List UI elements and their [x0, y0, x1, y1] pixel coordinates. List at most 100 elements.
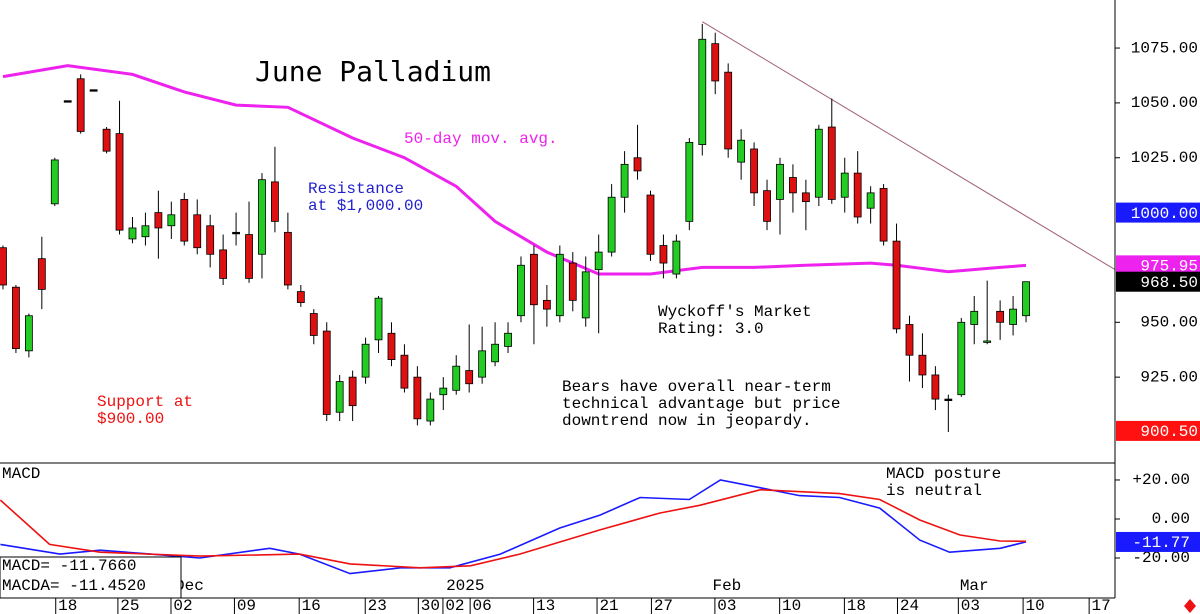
- x-tick-label: 10: [782, 597, 801, 614]
- readout-box: [0, 556, 182, 599]
- note-line: at $1,000.00: [308, 197, 423, 215]
- candle-body: [750, 148, 758, 194]
- candle-body: [853, 172, 862, 218]
- y-tick-label: 950.00: [1140, 314, 1198, 332]
- candle-body: [322, 330, 331, 415]
- x-tick-label: 23: [368, 597, 387, 614]
- candle-body: [271, 181, 279, 222]
- x-tick-label: 18: [58, 597, 77, 614]
- price-box-label: 900.50: [1140, 423, 1198, 441]
- candle-body: [814, 128, 823, 198]
- note-line: is neutral: [886, 482, 982, 500]
- price-box: [1116, 255, 1200, 276]
- candle-body: [620, 163, 629, 198]
- trend-line: [702, 21, 1116, 271]
- scroll-marker[interactable]: [1184, 599, 1196, 613]
- candle-body: [24, 315, 33, 352]
- macd-line: [0, 479, 1027, 575]
- macda-readout: MACDA= -11.4520: [2, 577, 146, 595]
- support-note: Support at $900.00: [97, 393, 203, 428]
- price-box: [1116, 271, 1200, 292]
- x-tick-label: 02: [445, 597, 464, 614]
- candle-body: [491, 343, 499, 363]
- candle-body: [594, 251, 603, 271]
- candle-body: [763, 190, 771, 222]
- candle-body: [426, 398, 435, 422]
- month-label: Dec: [175, 577, 204, 595]
- candle-body: [970, 310, 979, 325]
- candle-body: [128, 227, 137, 240]
- candle-body: [892, 240, 901, 330]
- candle-body: [309, 313, 318, 336]
- candle-body: [387, 332, 396, 360]
- candle-body: [1009, 308, 1017, 325]
- candle-body: [957, 321, 966, 396]
- candle-body: [827, 126, 836, 200]
- macd-readout: MACD= -11.7660: [2, 557, 136, 575]
- candle-body: [568, 262, 577, 301]
- y-tick-label: 1025.00: [1131, 149, 1198, 167]
- x-tick-label: 10: [1025, 597, 1044, 614]
- candle-body: [115, 133, 124, 231]
- candle-body: [996, 310, 1005, 323]
- candle-body: [141, 225, 150, 238]
- comment-note: Bears have overall near-term technical a…: [562, 378, 850, 430]
- price-box: [1116, 202, 1200, 223]
- note-line: Resistance: [308, 180, 404, 198]
- ma-label: 50-day mov. avg.: [404, 130, 558, 148]
- price-box-label: 968.50: [1140, 274, 1198, 292]
- x-tick-label: 02: [173, 597, 192, 614]
- note-line: Rating: 3.0: [658, 320, 764, 338]
- candle-body: [465, 370, 474, 385]
- candle-body: [193, 214, 202, 249]
- note-line: Bears have overall near-term: [562, 378, 831, 396]
- candle-body: [258, 179, 266, 255]
- candle-body: [555, 253, 564, 317]
- candle-body: [905, 324, 914, 356]
- candle-body: [245, 234, 253, 279]
- candle-body: [167, 214, 176, 227]
- candle-body: [439, 387, 448, 396]
- month-label: Feb: [712, 577, 741, 595]
- candle-body: [659, 245, 668, 264]
- candle-body: [478, 350, 487, 378]
- month-label: 2025: [446, 577, 484, 595]
- macd-note: MACD posture is neutral: [886, 465, 1011, 500]
- moving-average: [2, 64, 1027, 276]
- candle-body: [879, 188, 888, 242]
- x-tick-label: 17: [1092, 597, 1111, 614]
- candle-body: [517, 264, 525, 317]
- candle-body: [400, 354, 409, 389]
- candle-body: [724, 71, 733, 150]
- candle-body: [931, 374, 940, 400]
- macd-value-box: [1116, 531, 1200, 552]
- candle-body: [504, 332, 512, 347]
- x-tick-label: 09: [237, 597, 256, 614]
- price-box-label: 1000.00: [1131, 205, 1198, 223]
- x-tick-label: 16: [302, 597, 321, 614]
- macd-value-box-label: -11.77: [1132, 534, 1190, 552]
- note-line: Wyckoff's Market: [658, 303, 812, 321]
- month-label: Mar: [960, 577, 989, 595]
- candle-body: [918, 354, 927, 376]
- x-tick-label: 24: [900, 597, 919, 614]
- candle-body: [452, 365, 461, 391]
- x-tick-label: 06: [473, 597, 492, 614]
- note-line: MACD posture: [886, 465, 1001, 483]
- candle-body: [296, 291, 305, 303]
- y-tick-label: 925.00: [1140, 368, 1198, 386]
- x-tick-label: 30: [421, 597, 440, 614]
- rating-note: Wyckoff's Market Rating: 3.0: [658, 303, 821, 338]
- candle-body: [283, 231, 292, 286]
- candle-body: [374, 297, 383, 341]
- note-line: Support at: [97, 393, 193, 411]
- candle-body: [63, 100, 72, 103]
- candle-body: [180, 199, 189, 242]
- candle-body: [685, 141, 694, 222]
- note-line: downtrend now in jeopardy.: [562, 412, 812, 430]
- candle-body: [944, 398, 953, 401]
- candle-body: [348, 376, 357, 407]
- candle-body: [154, 212, 163, 229]
